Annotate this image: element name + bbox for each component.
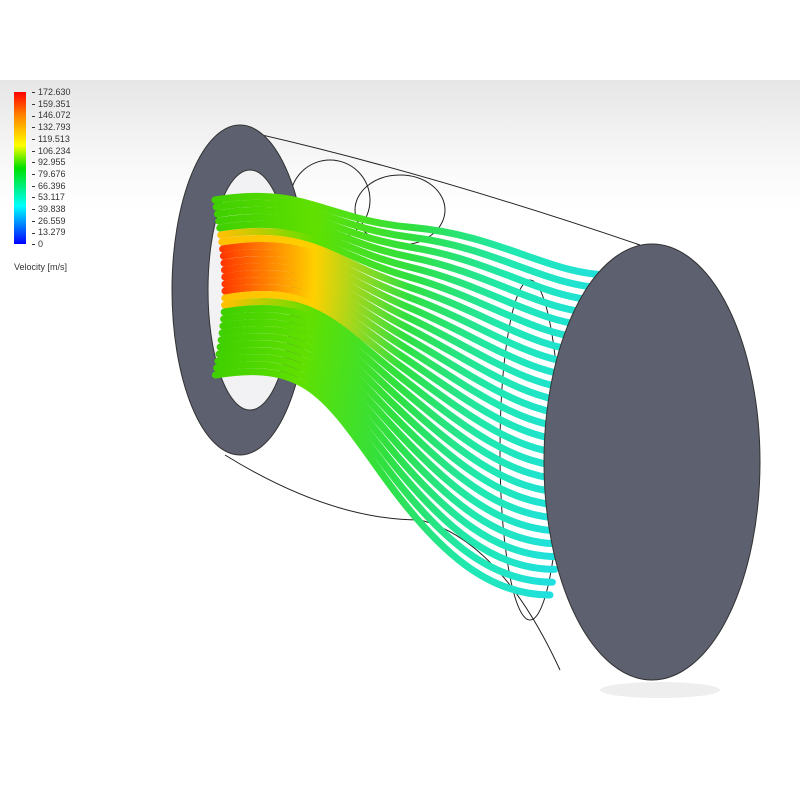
- legend-tick: 106.234: [32, 146, 71, 156]
- streamline: [220, 305, 576, 484]
- streamline: [220, 263, 590, 407]
- legend-tick: 0: [32, 239, 43, 249]
- legend-tick: 132.793: [32, 122, 71, 132]
- streamline: [219, 319, 571, 509]
- streamline: [217, 333, 566, 535]
- streamline: [211, 368, 554, 599]
- streamlines: [211, 192, 614, 599]
- color-scale-bar: [14, 92, 26, 244]
- legend-tick: 119.513: [32, 134, 70, 144]
- streamline: [217, 227, 602, 343]
- streamline: [221, 298, 578, 471]
- streamline: [221, 284, 583, 445]
- streamline: [220, 312, 573, 497]
- streamline: [213, 206, 609, 305]
- streamline: [221, 277, 585, 433]
- streamline: [213, 361, 556, 586]
- shadow: [600, 682, 720, 698]
- legend-tick: 13.279: [32, 227, 66, 237]
- legend-tick: 53.117: [32, 192, 65, 202]
- streamline: [219, 249, 595, 381]
- streamline: [221, 291, 580, 458]
- legend-tick: 66.396: [32, 181, 66, 191]
- legend-tick: 146.072: [32, 110, 71, 120]
- streamline: [214, 354, 559, 573]
- streamline: [215, 347, 561, 561]
- outlet-disc: [543, 243, 761, 681]
- streamline: [211, 192, 614, 279]
- streamline: [215, 213, 607, 317]
- streamline: [216, 220, 604, 330]
- legend-tick: 26.559: [32, 216, 66, 226]
- streamline: [220, 256, 592, 394]
- legend-tick: 39.838: [32, 204, 66, 214]
- streamline: [218, 326, 568, 522]
- streamline: [212, 199, 612, 292]
- streamline: [216, 340, 564, 548]
- pipe-top-edge: [239, 129, 641, 246]
- legend-tick: 79.676: [32, 169, 66, 179]
- legend-tick: 172.630: [32, 87, 71, 97]
- legend-title: Velocity [m/s]: [14, 262, 68, 272]
- background-gradient: [0, 80, 800, 210]
- legend-tick: 92.955: [32, 157, 66, 167]
- streamline: [219, 242, 597, 369]
- legend-tick: 159.351: [32, 99, 71, 109]
- streamline: [218, 235, 600, 356]
- streamline: [221, 270, 588, 420]
